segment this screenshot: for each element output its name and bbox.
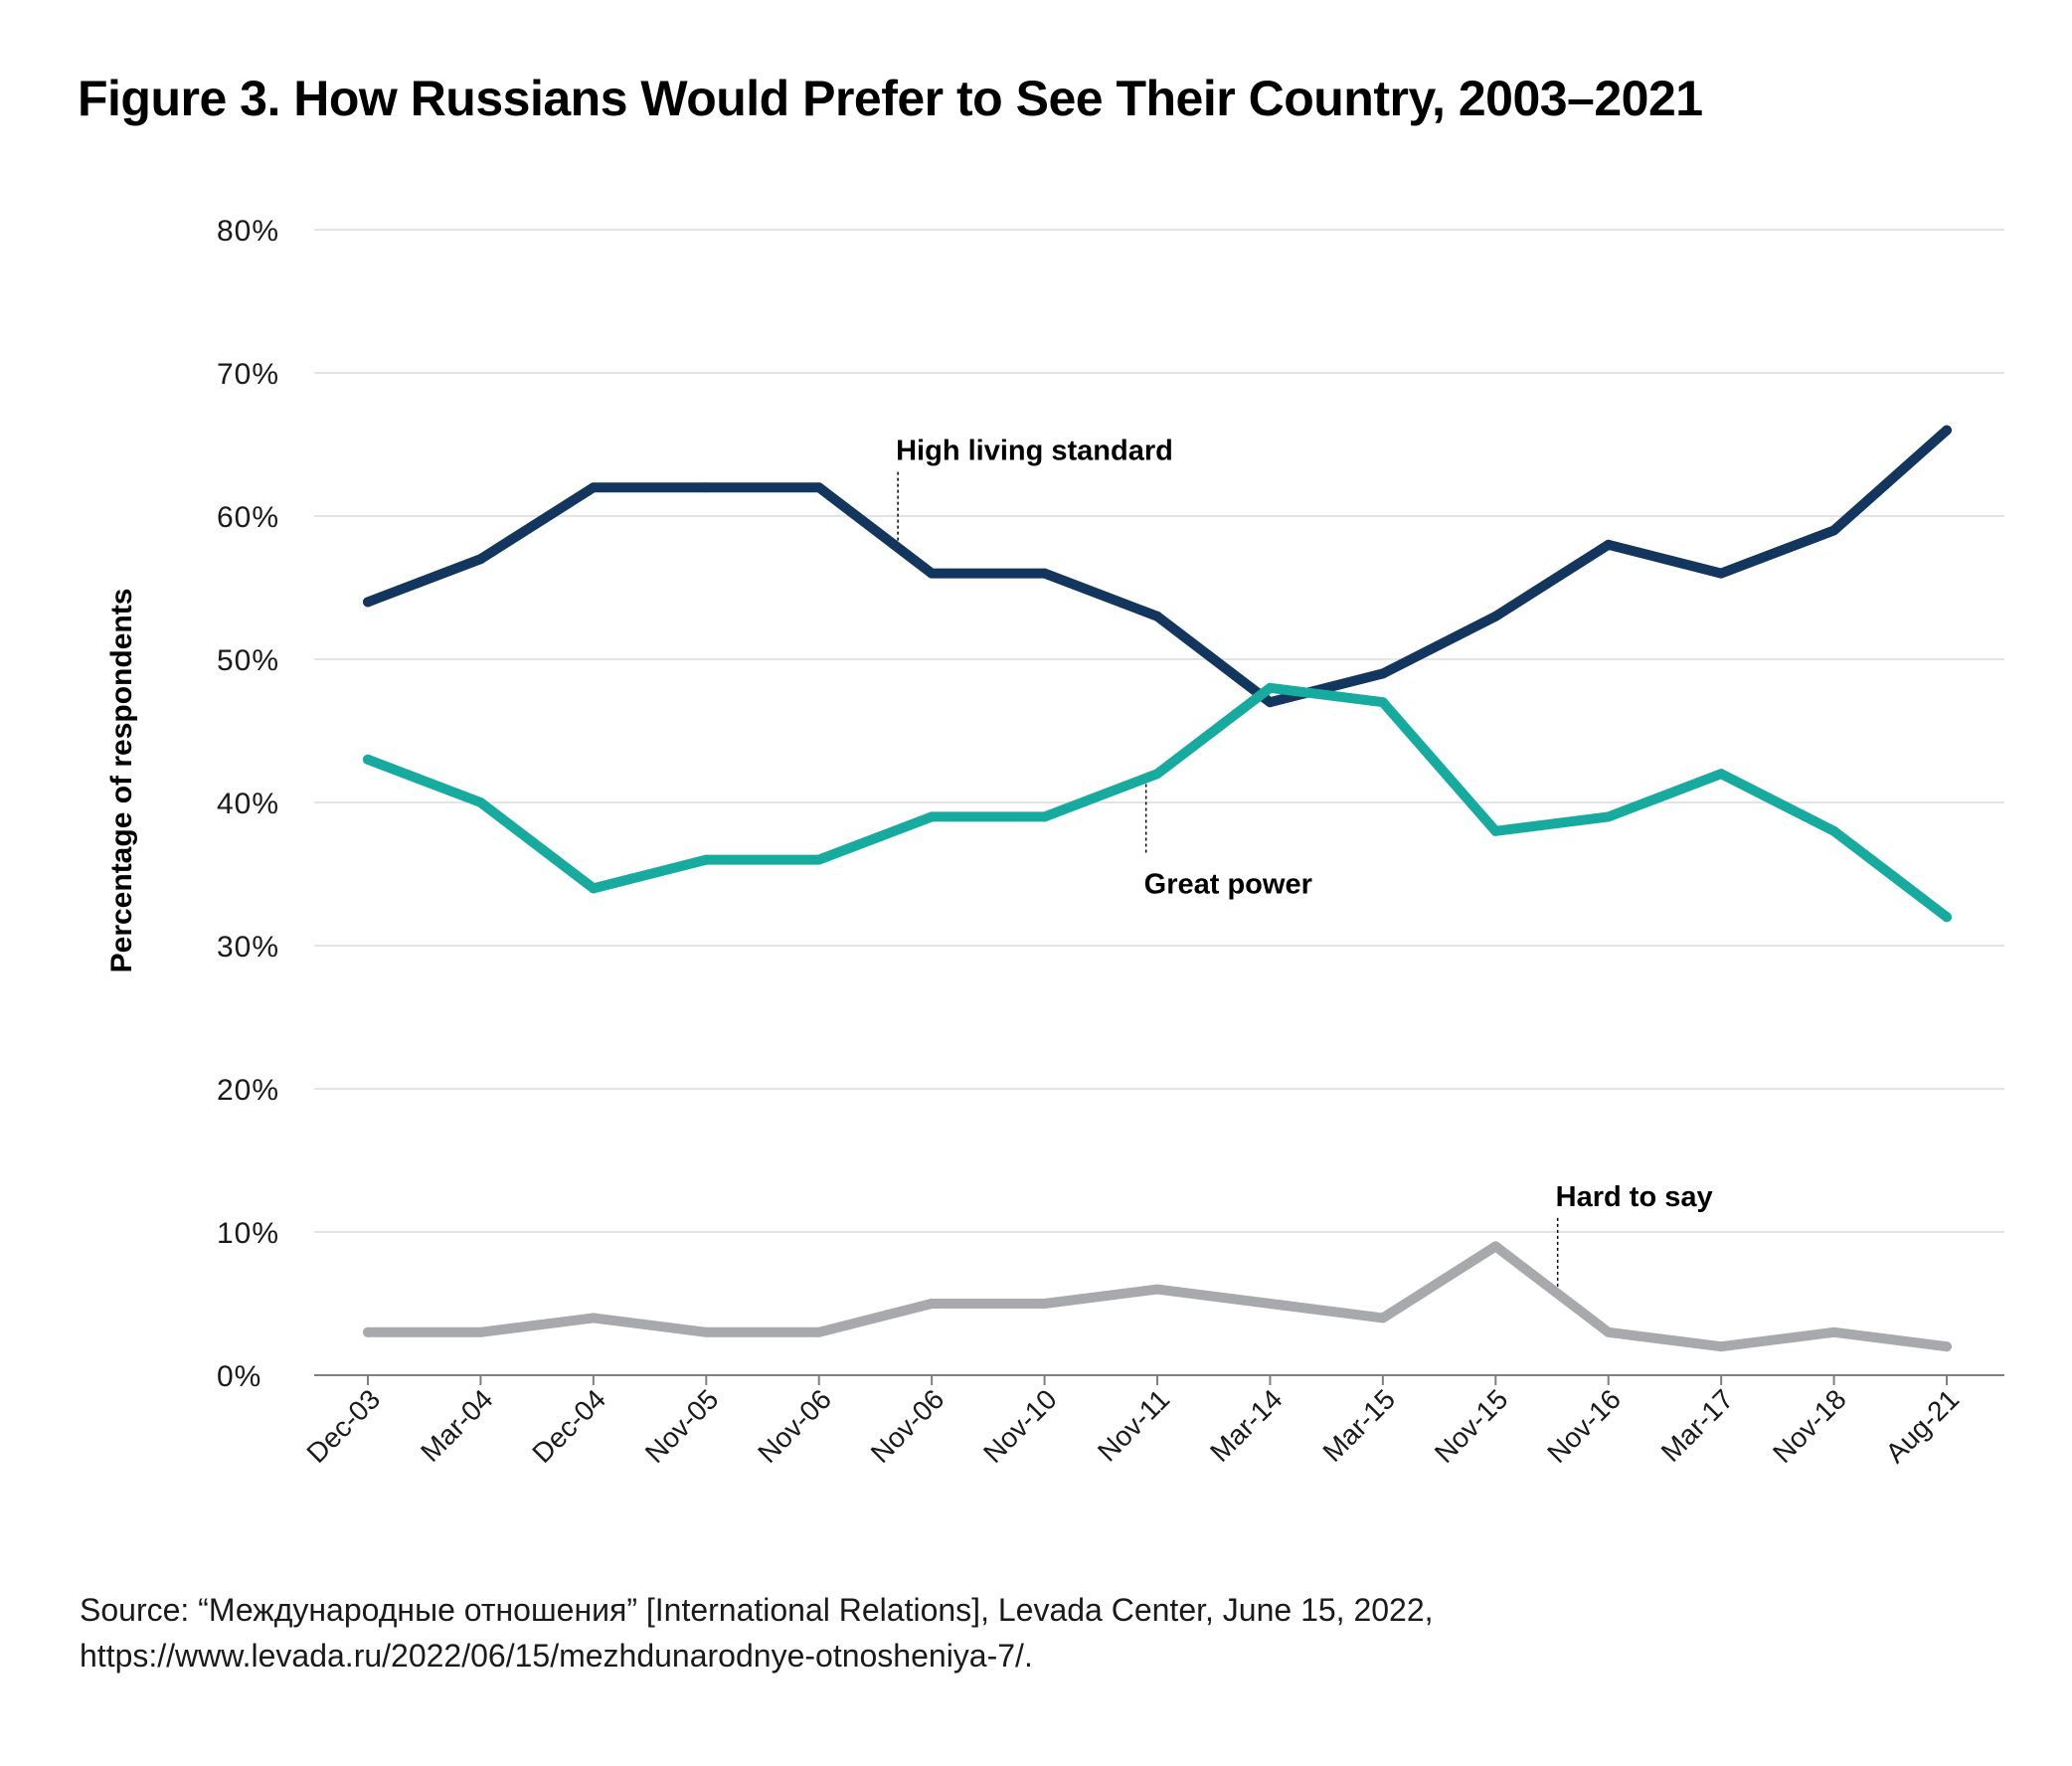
data-point xyxy=(1265,682,1276,693)
x-tick-label: Mar-14 xyxy=(1204,1383,1289,1468)
source-url: https://www.levada.ru/2022/06/15/mezhdun… xyxy=(80,1638,1033,1674)
data-point xyxy=(927,1299,938,1309)
data-point xyxy=(1603,811,1614,822)
source-note: Source: “Международные отношения” [Inter… xyxy=(80,1587,1571,1678)
data-point xyxy=(1490,825,1501,836)
data-point xyxy=(701,1326,712,1337)
data-point xyxy=(1152,1284,1162,1295)
data-point xyxy=(1490,1241,1501,1252)
data-point xyxy=(588,482,599,493)
data-point xyxy=(475,1326,486,1337)
x-tick-label: Aug-21 xyxy=(1879,1383,1965,1469)
data-point xyxy=(701,482,712,493)
y-axis-ticks: 0% 10% 20% 30% 40% 50% 60% 70% 80% xyxy=(217,215,279,1393)
x-tick-label: Nov-15 xyxy=(1429,1383,1514,1469)
data-point xyxy=(1942,425,1952,436)
data-point xyxy=(927,568,938,579)
source-line-1: Source: “Международные отношения” [Inter… xyxy=(80,1592,1434,1628)
series-lines xyxy=(363,425,1952,1352)
y-axis-label: Percentage of respondents xyxy=(105,589,138,973)
data-point xyxy=(1490,611,1501,621)
x-tick-label: Mar-04 xyxy=(415,1383,499,1468)
x-tick-label: Nov-06 xyxy=(865,1383,950,1469)
data-point xyxy=(1942,912,1952,923)
data-point xyxy=(813,1326,824,1337)
data-point xyxy=(1152,611,1162,621)
x-tick-label: Nov-11 xyxy=(1092,1383,1175,1467)
data-point xyxy=(1265,697,1276,708)
y-tick-label: 70% xyxy=(217,358,279,391)
series-label: High living standard xyxy=(896,436,1173,467)
x-tick-label: Mar-17 xyxy=(1655,1383,1740,1468)
data-point xyxy=(1039,1299,1050,1309)
y-tick-label: 20% xyxy=(217,1074,279,1107)
y-tick-label: 10% xyxy=(217,1217,279,1250)
x-tick-label: Mar-15 xyxy=(1316,1383,1401,1468)
data-point xyxy=(1828,525,1839,536)
x-tick-label: Dec-04 xyxy=(526,1383,611,1469)
data-point xyxy=(813,854,824,865)
chart-title: Figure 3. How Russians Would Prefer to S… xyxy=(78,71,1703,126)
data-point xyxy=(813,482,824,493)
data-point xyxy=(588,883,599,894)
x-tick-label: Nov-05 xyxy=(639,1383,725,1469)
x-tick-label: Dec-03 xyxy=(300,1383,386,1469)
data-point xyxy=(588,1313,599,1324)
gridlines xyxy=(314,229,2004,1376)
data-point xyxy=(927,811,938,822)
series-annotations: High living standard Great power Hard to s… xyxy=(896,436,1713,1288)
data-point xyxy=(1377,697,1388,708)
data-point xyxy=(1377,1313,1388,1324)
data-point xyxy=(363,597,373,608)
data-point xyxy=(1828,825,1839,836)
data-point xyxy=(1828,1326,1839,1337)
data-point xyxy=(1039,811,1050,822)
y-tick-label: 40% xyxy=(217,788,279,820)
data-point xyxy=(1942,1341,1952,1352)
data-point xyxy=(1716,568,1727,579)
series-label: Great power xyxy=(1144,869,1312,901)
data-point xyxy=(1603,539,1614,550)
series-line-high-living-standard xyxy=(363,425,1952,708)
series-label: Hard to say xyxy=(1556,1181,1713,1213)
y-tick-label: 50% xyxy=(217,644,279,677)
x-tick-label: Nov-18 xyxy=(1767,1383,1852,1469)
data-point xyxy=(1377,668,1388,679)
x-axis-ticks: Dec-03 Mar-04 Dec-04 Nov-05 Nov-06 Nov-06 Nov-… xyxy=(300,1375,1965,1469)
data-point xyxy=(1265,1299,1276,1309)
data-point xyxy=(363,1326,373,1337)
data-point xyxy=(1039,568,1050,579)
y-tick-label: 80% xyxy=(217,215,279,248)
x-tick-label: Nov-10 xyxy=(977,1383,1063,1469)
x-tick-label: Nov-06 xyxy=(752,1383,837,1469)
data-point xyxy=(1716,769,1727,780)
x-tick-label: Nov-16 xyxy=(1541,1383,1627,1469)
data-point xyxy=(1152,769,1162,780)
series-line-hard-to-say xyxy=(363,1241,1952,1352)
data-point xyxy=(1603,1326,1614,1337)
data-point xyxy=(475,554,486,565)
y-tick-label: 60% xyxy=(217,501,279,534)
y-tick-label: 30% xyxy=(217,931,279,964)
data-point xyxy=(1716,1341,1727,1352)
data-point xyxy=(701,854,712,865)
data-point xyxy=(475,797,486,807)
y-tick-label: 0% xyxy=(217,1360,261,1393)
data-point xyxy=(363,754,373,765)
